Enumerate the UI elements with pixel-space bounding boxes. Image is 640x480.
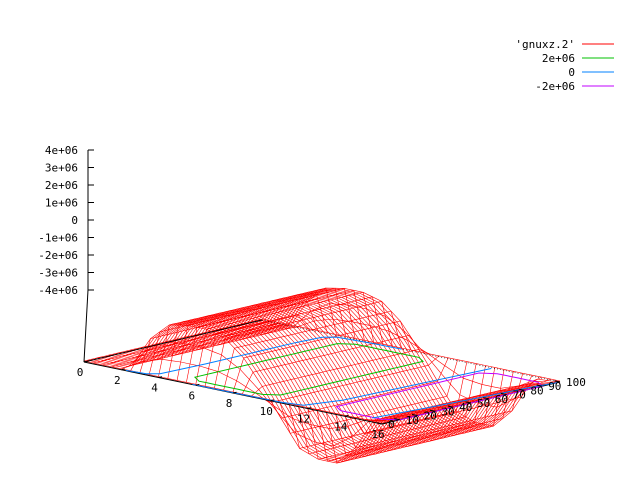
surface-line-x6.5 [204, 296, 384, 387]
surface-line-x7.5 [223, 310, 402, 391]
x-tick-label-2: 2 [114, 374, 121, 387]
x-tick-mark-12 [307, 407, 312, 409]
x-tick-mark-4 [158, 376, 163, 378]
x-tick-label-16: 16 [371, 428, 384, 441]
y-tick-label-20: 20 [424, 410, 437, 423]
y-tick-label-100: 100 [566, 376, 586, 389]
surface-line-x5.5 [186, 289, 365, 383]
y-tick-label-30: 30 [441, 405, 454, 418]
x-tick-label-0: 0 [77, 366, 84, 379]
x-tick-label-10: 10 [260, 405, 273, 418]
surface-line-x10.5 [279, 359, 458, 434]
x-tick-label-12: 12 [297, 413, 310, 426]
x-tick-label-4: 4 [151, 382, 158, 395]
z-tick-label-0: 0 [71, 214, 78, 227]
legend-label-3: -2e+06 [535, 80, 575, 93]
surface-line-x0 [83, 318, 263, 362]
surface-line-x8.5 [242, 334, 421, 395]
x-axis-ticks: 0 2 4 6 8 10 12 14 16 [77, 360, 386, 441]
surface-line-x4 [158, 287, 337, 377]
x-tick-mark-16 [381, 422, 386, 425]
x-tick-label-8: 8 [226, 397, 233, 410]
x-tick-mark-8 [232, 391, 237, 394]
legend-label-1: 2e+06 [542, 52, 575, 65]
surface-line-x14.5 [353, 375, 533, 435]
z-tick-label--3e+06: -3e+06 [38, 267, 78, 280]
x-tick-mark-10 [270, 399, 274, 402]
surface-line-x12 [307, 365, 486, 460]
y-tick-mark-20 [411, 413, 418, 417]
surface-line-x11.5 [297, 363, 477, 455]
y-tick-mark-10 [394, 418, 400, 421]
y-tick-mark-90 [536, 384, 543, 387]
y-tick-label-60: 60 [495, 393, 508, 406]
z-tick-label-3e+06: 3e+06 [45, 162, 78, 175]
y-tick-mark-40 [447, 405, 454, 408]
surface-line-x2.5 [130, 314, 309, 371]
z-tick-label--4e+06: -4e+06 [38, 284, 78, 297]
surface-line-x1 [102, 322, 281, 366]
y-tick-mark-50 [465, 401, 472, 404]
surface-line-x5 [176, 288, 356, 381]
contour-zero-left-1 [125, 336, 402, 375]
z-axis: 4e+06 3e+06 2e+06 1e+06 0 -1e+06 -2e+06 -3e+06 -… [38, 144, 94, 363]
contour-zero-right-1 [192, 368, 492, 406]
legend-label-2: 0 [568, 66, 575, 79]
surface-line-x13 [325, 369, 505, 464]
surface-mesh [83, 287, 561, 464]
y-tick-mark-100 [554, 380, 561, 383]
surface-line-x7 [214, 301, 393, 389]
y-tick-label-90: 90 [548, 380, 561, 393]
y-tick-mark-70 [500, 392, 507, 396]
surface-line-x11 [288, 361, 468, 449]
surface-line-x2 [121, 326, 300, 370]
surface-line-x16 [381, 380, 561, 424]
surface-line-x6 [195, 291, 375, 385]
surface-line-x4.5 [167, 287, 347, 379]
surface-line-x15 [363, 376, 542, 421]
y-tick-label-0: 0 [388, 418, 395, 431]
y-tick-label-70: 70 [513, 389, 526, 402]
legend-label-0: 'gnuxz.2' [515, 38, 575, 51]
z-axis-drop [83, 289, 89, 363]
z-tick-label--2e+06: -2e+06 [38, 249, 78, 262]
surface-line-x13.5 [335, 371, 514, 456]
y-tick-mark-80 [518, 388, 525, 391]
y-tick-label-40: 40 [459, 401, 472, 414]
x-tick-mark-6 [195, 383, 200, 386]
y-tick-mark-30 [429, 409, 436, 412]
z-tick-label--1e+06: -1e+06 [38, 232, 78, 245]
y-axis-ticks: 0 10 20 30 40 50 60 70 80 90 100 [376, 376, 586, 431]
surface-line-x14 [344, 373, 524, 449]
x-tick-label-14: 14 [334, 420, 348, 433]
surface-line-x15.5 [372, 378, 551, 422]
x-tick-label-6: 6 [188, 389, 195, 402]
x-tick-mark-14 [344, 414, 349, 417]
y-tick-mark-60 [483, 397, 489, 400]
contour-2e6-loop [193, 343, 425, 396]
z-tick-label-1e+06: 1e+06 [45, 197, 78, 210]
legend: 'gnuxz.2'2e+060-2e+06 [515, 38, 614, 93]
surface-line-x8 [232, 320, 412, 393]
y-tick-label-80: 80 [530, 384, 543, 397]
y-tick-mark-0 [376, 422, 383, 425]
y-tick-label-50: 50 [477, 397, 490, 410]
y-tick-label-10: 10 [406, 414, 419, 427]
surface-line-x1.5 [111, 324, 290, 368]
z-tick-label-4e+06: 4e+06 [45, 144, 78, 157]
x-tick-mark-2 [121, 368, 125, 371]
x-tick-mark-0 [83, 360, 88, 363]
surface-line-x12.5 [316, 367, 496, 462]
surface-line-x9.5 [260, 355, 440, 403]
z-tick-label-2e+06: 2e+06 [45, 179, 78, 192]
